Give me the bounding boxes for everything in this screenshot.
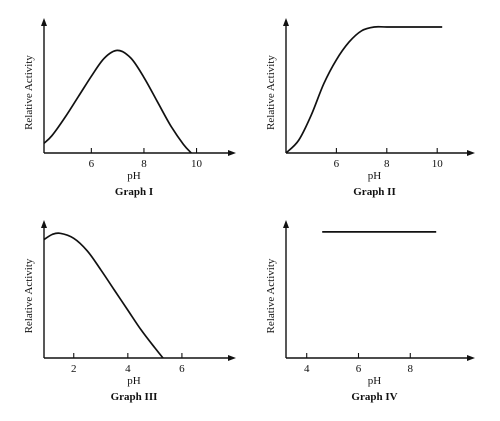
x-tick-label: 4: [304, 363, 310, 375]
x-tick-label: 6: [89, 158, 95, 170]
x-tick-label: 6: [356, 363, 362, 375]
y-axis-arrow: [41, 220, 47, 228]
x-tick-label: 2: [71, 363, 77, 375]
x-tick-label: 8: [141, 158, 147, 170]
y-axis-arrow: [283, 18, 289, 26]
x-tick-label: 4: [125, 363, 131, 375]
x-axis-arrow: [228, 355, 236, 361]
x-tick-label: 6: [334, 158, 340, 170]
x-axis-label: pH: [368, 170, 382, 182]
x-axis-label: pH: [368, 375, 382, 387]
x-tick-label: 6: [179, 363, 185, 375]
activity-curve: [43, 232, 164, 359]
activity-curve: [285, 25, 443, 154]
graph-iv-panel: 4 6 8 pH Relative Activity Graph IV: [265, 220, 475, 403]
y-axis-arrow: [283, 220, 289, 228]
x-axis-label: pH: [127, 375, 141, 387]
x-axis-arrow: [228, 150, 236, 156]
y-axis-label: Relative Activity: [23, 55, 35, 130]
y-axis-arrow: [41, 18, 47, 26]
x-axis-arrow: [467, 355, 475, 361]
y-axis-label: Relative Activity: [23, 258, 35, 333]
graph-i-panel: 6 8 10 pH Relative Activity Graph I: [23, 18, 236, 198]
y-axis-label: Relative Activity: [265, 258, 277, 333]
graph-title: Graph III: [111, 391, 158, 403]
graph-title: Graph IV: [351, 391, 397, 403]
graph-title: Graph II: [353, 186, 396, 198]
graph-title: Graph I: [115, 186, 153, 198]
x-tick-label: 8: [408, 363, 414, 375]
graph-iii-panel: 2 4 6 pH Relative Activity Graph III: [23, 220, 236, 403]
x-axis-label: pH: [127, 170, 141, 182]
x-tick-label: 10: [191, 158, 203, 170]
x-tick-label: 8: [384, 158, 390, 170]
x-axis-arrow: [467, 150, 475, 156]
activity-curve: [43, 49, 192, 154]
graph-ii-panel: 6 8 10 pH Relative Activity Graph II: [265, 18, 475, 198]
x-tick-label: 10: [432, 158, 444, 170]
y-axis-label: Relative Activity: [265, 55, 277, 130]
